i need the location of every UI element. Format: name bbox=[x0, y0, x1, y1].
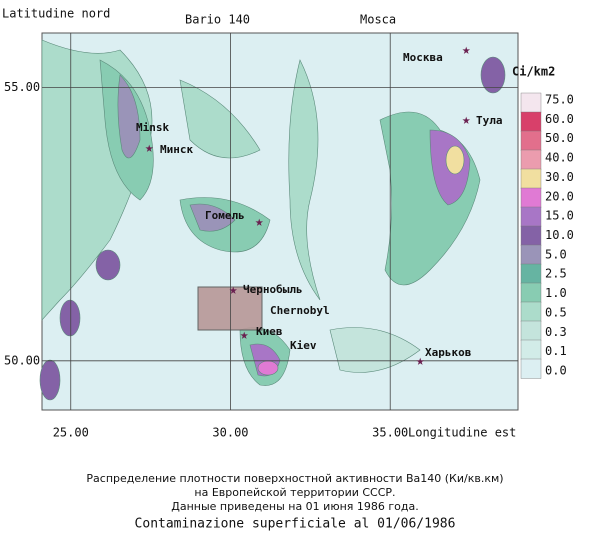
legend-label: 15.0 bbox=[545, 209, 574, 223]
city-star: ★ bbox=[462, 42, 471, 58]
city-label: Чернобыль bbox=[243, 283, 303, 296]
x-tick-label: 35.00 bbox=[372, 426, 408, 440]
city-label: Chernobyl bbox=[270, 304, 330, 317]
legend-swatch bbox=[520, 111, 542, 132]
legend-swatch bbox=[520, 187, 542, 208]
legend-label: 0.3 bbox=[545, 325, 567, 339]
city-label: Minsk bbox=[136, 121, 169, 134]
legend-label: 0.1 bbox=[545, 344, 567, 358]
legend-label: 50.0 bbox=[545, 131, 574, 145]
grid bbox=[42, 33, 518, 410]
legend-swatch bbox=[520, 168, 542, 189]
exclusion-zone bbox=[197, 286, 263, 331]
x-tick-label: 25.00 bbox=[53, 426, 89, 440]
city-label: Тула bbox=[476, 114, 503, 127]
legend-swatch bbox=[520, 130, 542, 151]
city-label: Москва bbox=[403, 51, 443, 64]
y-axis-title: Latitudine nord bbox=[2, 7, 110, 21]
legend-label: 5.0 bbox=[545, 247, 567, 261]
legend-swatch bbox=[520, 149, 542, 170]
legend-label: 10.0 bbox=[545, 228, 574, 242]
legend-label: 2.5 bbox=[545, 267, 567, 281]
legend-swatch bbox=[520, 225, 542, 246]
caption-line: Данные приведены на 01 июня 1986 года. bbox=[171, 500, 418, 513]
legend-swatch bbox=[520, 301, 542, 322]
legend-title: Ci/km2 bbox=[512, 65, 555, 79]
city-star: ★ bbox=[462, 112, 471, 128]
x-tick-label: 30.00 bbox=[212, 426, 248, 440]
legend-label: 0.5 bbox=[545, 305, 567, 319]
map-title: Bario 140 bbox=[185, 13, 250, 27]
city-label: Харьков bbox=[425, 346, 471, 359]
legend-label: 1.0 bbox=[545, 286, 567, 300]
legend-swatch bbox=[520, 320, 542, 341]
legend-swatch bbox=[520, 244, 542, 265]
legend-swatch bbox=[520, 92, 542, 113]
legend-label: 75.0 bbox=[545, 93, 574, 107]
caption-italian: Contaminazione superficiale al 01/06/198… bbox=[135, 517, 456, 532]
legend-swatch bbox=[520, 206, 542, 227]
city-star: ★ bbox=[229, 282, 238, 298]
legend-label: 0.0 bbox=[545, 364, 567, 378]
city-label: Минск bbox=[160, 143, 193, 156]
top-label: Mosca bbox=[360, 13, 396, 27]
caption-line: на Европейской территории СССР. bbox=[194, 486, 395, 499]
city-label: Киев bbox=[256, 325, 283, 338]
city-star: ★ bbox=[416, 353, 425, 369]
legend-swatch bbox=[520, 263, 542, 284]
legend-swatch bbox=[520, 282, 542, 303]
y-tick-label: 55.00 bbox=[4, 80, 40, 94]
x-axis-title: Longitudine est bbox=[408, 426, 516, 440]
y-tick-label: 50.00 bbox=[4, 353, 40, 367]
legend-swatch bbox=[520, 358, 542, 379]
legend-label: 20.0 bbox=[545, 189, 574, 203]
legend-label: 60.0 bbox=[545, 112, 574, 126]
caption-line: Распределение плотности поверхностной ак… bbox=[86, 472, 503, 485]
city-star: ★ bbox=[240, 327, 249, 343]
legend-swatch bbox=[520, 339, 542, 360]
city-label: Гомель bbox=[205, 209, 245, 222]
city-markers: ★ ★ ★ ★ ★ ★ ★ bbox=[145, 42, 471, 369]
map-area: ★ ★ ★ ★ ★ ★ ★ Москва Тула Minsk Минск Го… bbox=[39, 32, 519, 411]
city-star: ★ bbox=[255, 214, 264, 230]
legend-label: 30.0 bbox=[545, 170, 574, 184]
contour-patches bbox=[39, 39, 506, 401]
legend: 75.0 60.0 50.0 40.0 30.0 20.0 15.0 10.0 5.0 2.5 1.… bbox=[520, 92, 574, 379]
city-star: ★ bbox=[145, 140, 154, 156]
city-label: Kiev bbox=[290, 339, 317, 352]
legend-label: 40.0 bbox=[545, 151, 574, 165]
